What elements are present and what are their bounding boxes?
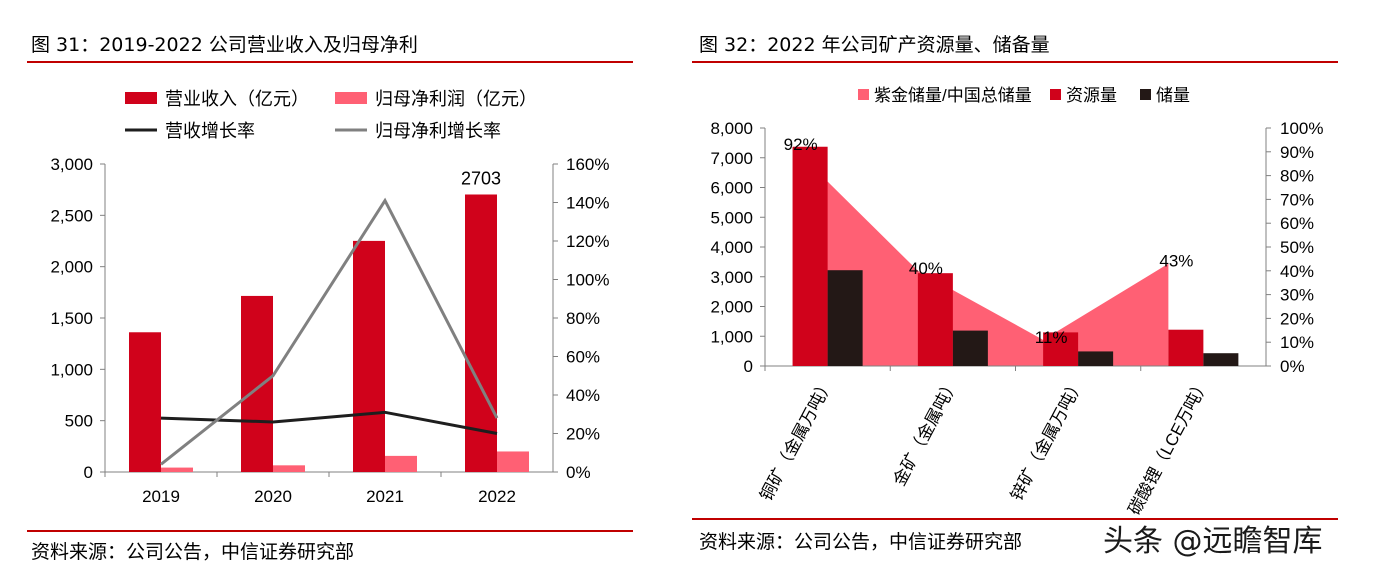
legend-label-2: 储量 <box>1156 86 1190 105</box>
legend-swatch-2 <box>1140 89 1151 100</box>
bar-net-profit-2020 <box>273 465 305 472</box>
legend-swatch-1 <box>1050 89 1061 100</box>
right-y-tick-label: 70% <box>1280 190 1314 209</box>
bar-resource-0 <box>792 146 828 366</box>
right-y-tick-label: 20% <box>1280 309 1314 328</box>
data-label-share-2: 11% <box>1035 328 1068 347</box>
legend-swatch-0 <box>858 89 869 100</box>
right-y-tick-label: 100% <box>1280 119 1323 138</box>
right-title-rule <box>692 61 1338 63</box>
left-y-tick-label: 4,000 <box>710 238 753 257</box>
right-y-tick-label: 140% <box>566 194 609 213</box>
x-tick-label-2020: 2020 <box>254 487 292 506</box>
left-source-rule <box>27 530 633 532</box>
left-chart: 0 500 1,000 1,500 2,000 2,500 3,000 0% 20% 40% 60%… <box>50 89 609 506</box>
line-net-profit-growth <box>160 197 499 466</box>
left-y-tick-label: 8,000 <box>710 119 753 138</box>
bar-net-profit-2019 <box>161 467 193 472</box>
left-source-note: 资料来源：公司公告，中信证券研究部 <box>31 541 355 563</box>
data-label-share-0: 92% <box>784 135 818 154</box>
left-y-tick-label: 500 <box>65 412 93 431</box>
left-y-tick-label: 1,000 <box>50 360 93 379</box>
x-tick-label-1: 金矿（金属吨） <box>890 375 963 489</box>
legend-label-2: 营收增长率 <box>165 121 255 141</box>
legend-swatch-0 <box>125 92 157 104</box>
bar-net-profit-2022 <box>497 451 529 472</box>
right-y-tick-label: 90% <box>1280 143 1314 162</box>
left-y-tick-label: 5,000 <box>710 208 753 227</box>
data-label-2022: 2703 <box>461 168 501 188</box>
left-y-tick-label: 0 <box>84 463 93 482</box>
right-y-tick-label: 160% <box>566 155 609 174</box>
bar-resource-1 <box>917 273 953 366</box>
bar-reserve-1 <box>952 330 988 366</box>
right-chart-title: 图 32：2022 年公司矿产资源量、储备量 <box>699 34 1050 56</box>
bar-reserve-0 <box>827 270 863 366</box>
legend-swatch-1 <box>335 92 367 104</box>
bar-resource-3 <box>1168 329 1204 366</box>
right-y-tick-label: 0% <box>1280 357 1305 376</box>
right-chart: 0 1,000 2,000 3,000 4,000 5,000 6,000 7,000 8,00… <box>710 86 1323 518</box>
legend-label-1: 资源量 <box>1066 86 1117 105</box>
watermark: 头条 @远瞻智库 <box>1103 524 1323 559</box>
left-y-tick-label: 6,000 <box>710 179 753 198</box>
left-y-tick-label: 2,000 <box>50 258 93 277</box>
legend-label-3: 归母净利增长率 <box>375 121 501 141</box>
right-y-tick-label: 40% <box>1280 262 1314 281</box>
x-tick-label-2: 锌矿（金属万吨） <box>1007 375 1088 504</box>
x-tick-label-2021: 2021 <box>366 487 404 506</box>
left-title-rule <box>27 61 633 63</box>
right-y-tick-label: 30% <box>1280 286 1314 305</box>
legend-label-0: 紫金储量/中国总储量 <box>874 86 1032 105</box>
right-y-tick-label: 120% <box>566 232 609 251</box>
left-y-tick-label: 1,500 <box>50 309 93 328</box>
right-y-tick-label: 60% <box>566 348 600 367</box>
left-y-tick-label: 2,500 <box>50 206 93 225</box>
left-y-tick-label: 7,000 <box>710 149 753 168</box>
bar-reserve-3 <box>1203 353 1239 366</box>
bar-revenue-2019 <box>129 332 161 472</box>
bar-resource-2 <box>1043 332 1079 366</box>
right-y-tick-label: 60% <box>1280 214 1314 233</box>
right-y-tick-label: 80% <box>566 309 600 328</box>
left-y-tick-label: 1,000 <box>710 327 753 346</box>
right-y-tick-label: 40% <box>566 386 600 405</box>
right-y-tick-label: 10% <box>1280 333 1314 352</box>
right-y-tick-label: 50% <box>1280 238 1314 257</box>
bar-revenue-2021 <box>353 240 385 472</box>
x-tick-label-3: 碳酸锂（LCE万吨） <box>1125 375 1213 518</box>
legend-label-1: 归母净利润（亿元） <box>375 89 537 109</box>
left-chart-title: 图 31：2019-2022 公司营业收入及归母净利 <box>31 34 418 56</box>
legend-label-0: 营业收入（亿元） <box>165 89 309 109</box>
right-y-tick-label: 0% <box>566 463 591 482</box>
bar-reserve-2 <box>1078 351 1114 366</box>
bar-net-profit-2021 <box>385 455 417 472</box>
right-y-tick-label: 100% <box>566 271 609 290</box>
left-y-tick-label: 0 <box>744 357 753 376</box>
left-y-tick-label: 3,000 <box>50 155 93 174</box>
x-tick-label-2019: 2019 <box>142 487 180 506</box>
right-source-note: 资料来源：公司公告，中信证券研究部 <box>699 531 1023 553</box>
left-y-tick-label: 2,000 <box>710 298 753 317</box>
left-y-tick-label: 3,000 <box>710 268 753 287</box>
right-source-rule <box>692 518 1338 520</box>
bar-revenue-2022 <box>465 194 497 472</box>
x-tick-label-2022: 2022 <box>478 487 516 506</box>
area-reserve-share <box>792 147 1169 366</box>
bar-revenue-2020 <box>241 295 273 472</box>
right-y-tick-label: 20% <box>566 425 600 444</box>
right-y-tick-label: 80% <box>1280 167 1314 186</box>
data-label-share-1: 40% <box>909 259 943 278</box>
data-label-share-3: 43% <box>1159 252 1193 271</box>
x-tick-label-0: 铜矿（金属万吨） <box>757 375 838 504</box>
